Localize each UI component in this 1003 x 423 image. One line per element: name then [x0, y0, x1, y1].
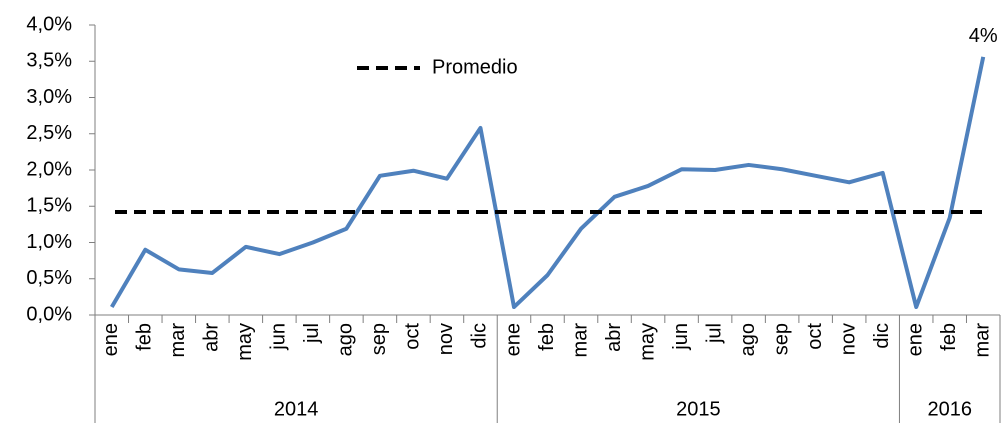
x-tick-label: feb	[938, 323, 960, 351]
x-tick-label: abr	[603, 323, 625, 352]
x-tick-label: oct	[804, 323, 826, 350]
x-tick-label: dic	[469, 323, 491, 349]
x-tick-label: sep	[368, 323, 390, 355]
x-tick-label: ago	[335, 323, 357, 356]
x-tick-label: mar	[569, 323, 591, 358]
y-tick-label: 1,0%	[26, 231, 72, 253]
line-series	[110, 56, 986, 310]
x-tick-label: may	[636, 323, 658, 361]
y-tick-label: 3,5%	[26, 50, 72, 72]
x-tick-label: nov	[435, 323, 457, 355]
y-tick-label: 0,0%	[26, 303, 72, 325]
y-tick-label: 4,0%	[26, 13, 72, 35]
x-tick-label: may	[234, 323, 256, 361]
x-tick-label: nov	[837, 323, 859, 355]
y-tick-label: 2,0%	[26, 158, 72, 180]
x-tick-label: feb	[134, 323, 156, 351]
x-tick-label: jun	[670, 323, 692, 351]
x-tick-label: ene	[100, 323, 122, 356]
data-label: 4%	[969, 25, 998, 47]
group-label: 2014	[274, 398, 319, 420]
x-tick-label: jul	[703, 323, 725, 344]
group-label: 2015	[676, 398, 721, 420]
y-tick-label: 0,5%	[26, 267, 72, 289]
x-tick-label: abr	[201, 323, 223, 352]
x-tick-label: ene	[904, 323, 926, 356]
x-tick-label: jul	[301, 323, 323, 344]
x-tick-label: mar	[972, 323, 994, 358]
x-tick-label: dic	[871, 323, 893, 349]
x-tick-label: ago	[737, 323, 759, 356]
x-tick-label: jun	[268, 323, 290, 351]
y-tick-label: 1,5%	[26, 195, 72, 217]
x-tick-label: feb	[536, 323, 558, 351]
x-tick-label: sep	[770, 323, 792, 355]
y-tick-label: 3,0%	[26, 86, 72, 108]
x-tick-label: oct	[402, 323, 424, 350]
legend-label: Promedio	[432, 56, 518, 78]
x-tick-label: ene	[502, 323, 524, 356]
x-tick-label: mar	[167, 323, 189, 358]
y-tick-label: 2,5%	[26, 122, 72, 144]
group-label: 2016	[927, 398, 972, 420]
